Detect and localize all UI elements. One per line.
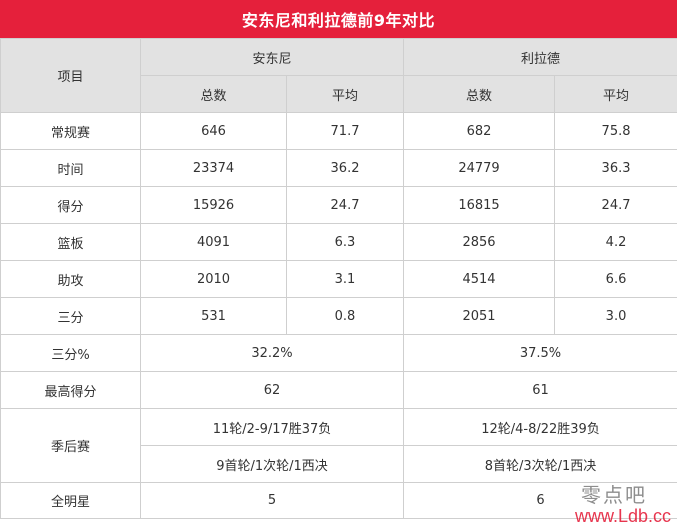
lillard-avg: 75.8 xyxy=(554,112,677,150)
table-row: 时间 23374 36.2 24779 36.3 xyxy=(0,149,677,187)
lillard-total: 2856 xyxy=(403,223,556,261)
anthony-total: 23374 xyxy=(140,149,287,187)
header-lillard-avg: 平均 xyxy=(554,75,677,113)
comparison-table: 项目 安东尼 利拉德 总数 平均 总数 平均 常规赛 646 71.7 682 … xyxy=(0,38,677,519)
row-label: 得分 xyxy=(0,186,141,224)
lillard-total: 4514 xyxy=(403,260,556,298)
anthony-total: 15926 xyxy=(140,186,287,224)
lillard-total: 682 xyxy=(403,112,556,150)
anthony-avg: 71.7 xyxy=(285,112,405,150)
table-title: 安东尼和利拉德前9年对比 xyxy=(0,0,677,38)
row-label: 时间 xyxy=(0,149,141,187)
header-lillard-total: 总数 xyxy=(403,75,556,113)
lillard-avg: 6.6 xyxy=(554,260,677,298)
row-label: 最高得分 xyxy=(0,371,141,409)
table-row-playoffs-rounds: 9首轮/1次轮/1西决 8首轮/3次轮/1西决 xyxy=(1,445,677,483)
lillard-three-pct: 37.5% xyxy=(403,334,677,372)
anthony-avg: 24.7 xyxy=(285,186,405,224)
row-label: 全明星 xyxy=(0,482,141,519)
row-label: 三分% xyxy=(0,334,141,372)
lillard-high-score: 61 xyxy=(403,371,677,409)
table-row-high-score: 最高得分 62 61 xyxy=(0,371,677,409)
anthony-high-score: 62 xyxy=(139,371,405,409)
anthony-avg: 36.2 xyxy=(285,149,405,187)
anthony-total: 4091 xyxy=(140,223,287,261)
anthony-total: 646 xyxy=(140,112,287,150)
anthony-total: 2010 xyxy=(140,260,287,298)
row-label: 季后赛 xyxy=(0,408,141,483)
row-label: 助攻 xyxy=(0,260,141,298)
lillard-avg: 36.3 xyxy=(554,149,677,187)
lillard-avg: 24.7 xyxy=(554,186,677,224)
lillard-avg: 3.0 xyxy=(554,297,677,335)
row-label: 三分 xyxy=(0,297,141,335)
anthony-total: 531 xyxy=(140,297,287,335)
lillard-playoffs-record: 12轮/4-8/22胜39负 xyxy=(403,408,677,446)
table-row: 三分 531 0.8 2051 3.0 xyxy=(0,297,677,335)
lillard-playoffs-rounds: 8首轮/3次轮/1西决 xyxy=(403,445,677,483)
header-anthony-total: 总数 xyxy=(140,75,287,113)
lillard-avg: 4.2 xyxy=(554,223,677,261)
table-row: 常规赛 646 71.7 682 75.8 xyxy=(0,112,677,150)
table-row-all-star: 全明星 5 6 xyxy=(0,482,677,519)
anthony-playoffs-record: 11轮/2-9/17胜37负 xyxy=(139,408,405,446)
anthony-playoffs-rounds: 9首轮/1次轮/1西决 xyxy=(139,445,405,483)
anthony-all-star: 5 xyxy=(139,482,405,519)
header-anthony-avg: 平均 xyxy=(285,75,405,113)
header-player-lillard: 利拉德 xyxy=(403,38,677,76)
row-label: 常规赛 xyxy=(0,112,141,150)
table-row-playoffs: 季后赛 11轮/2-9/17胜37负 12轮/4-8/22胜39负 xyxy=(0,408,677,483)
table-row-three-pct: 三分% 32.2% 37.5% xyxy=(0,334,677,372)
lillard-total: 24779 xyxy=(403,149,556,187)
row-label: 篮板 xyxy=(0,223,141,261)
anthony-avg: 6.3 xyxy=(285,223,405,261)
header-player-anthony: 安东尼 xyxy=(139,38,405,76)
table-row: 篮板 4091 6.3 2856 4.2 xyxy=(0,223,677,261)
anthony-avg: 0.8 xyxy=(285,297,405,335)
table-row: 助攻 2010 3.1 4514 6.6 xyxy=(0,260,677,298)
anthony-avg: 3.1 xyxy=(285,260,405,298)
lillard-total: 16815 xyxy=(403,186,556,224)
lillard-all-star: 6 xyxy=(403,482,677,519)
anthony-three-pct: 32.2% xyxy=(139,334,405,372)
header-item: 项目 xyxy=(0,38,141,113)
table-row: 得分 15926 24.7 16815 24.7 xyxy=(0,186,677,224)
lillard-total: 2051 xyxy=(403,297,556,335)
